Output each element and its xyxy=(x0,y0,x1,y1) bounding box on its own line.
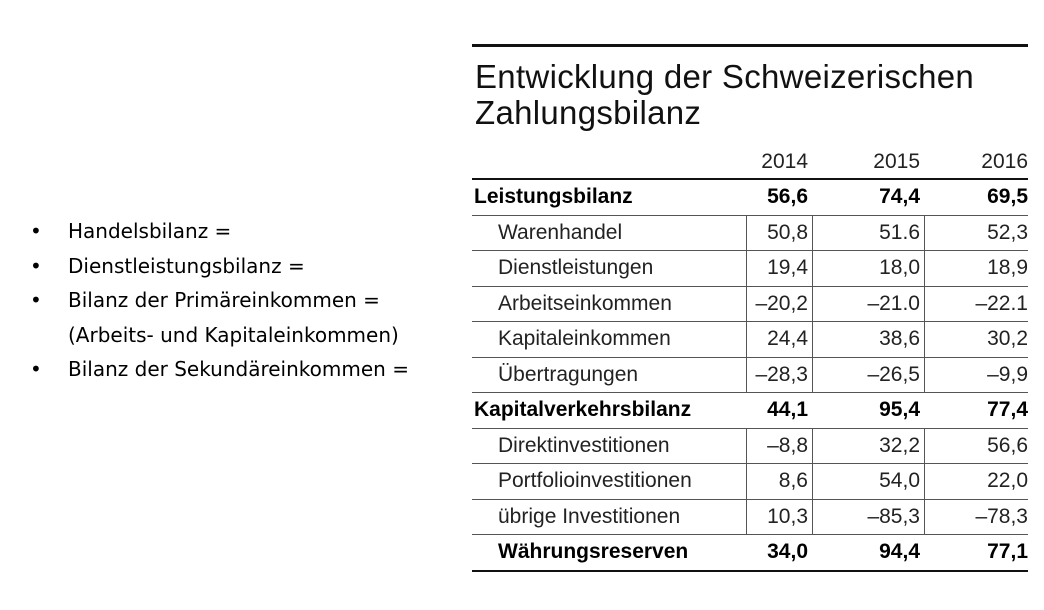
value-cell-2015: –85,3 xyxy=(812,499,924,534)
value-cell-2015: 94,4 xyxy=(879,540,920,564)
bullet-list: • Handelsbilanz = • Dienstleistungsbilanz =… xyxy=(30,214,460,387)
table-row: Arbeitseinkommen –20,2 –21.0 –22.1 xyxy=(472,285,1028,321)
table-row: Währungsreserven 34,0 94,4 77,1 xyxy=(472,534,1028,572)
table-row: Warenhandel 50,8 51.6 52,3 xyxy=(472,214,1028,250)
bullet-text: Bilanz der Primäreinkommen = xyxy=(68,288,380,312)
row-label: übrige Investitionen xyxy=(498,504,681,528)
value-cell-2014: 34,0 xyxy=(767,540,808,564)
row-label: Leistungsbilanz xyxy=(474,185,633,209)
year-header-2016: 2016 xyxy=(981,149,1028,173)
bullet-item: • Bilanz der Sekundäreinkommen = xyxy=(30,352,460,387)
table-title-line-1: Entwicklung der Schweizerischen xyxy=(475,58,975,95)
row-label: Übertragungen xyxy=(498,362,639,386)
table-row: Übertragungen –28,3 –26,5 –9,9 xyxy=(472,356,1028,392)
value-cell-2014: 8,6 xyxy=(746,464,812,499)
header-label-cell xyxy=(472,145,746,178)
table-row: Direktinvestitionen –8,8 32,2 56,6 xyxy=(472,427,1028,463)
value-cell-2016: 77,1 xyxy=(987,540,1028,564)
value-cell-2016: 77,4 xyxy=(987,398,1028,422)
bullet-dot-icon: • xyxy=(30,357,42,381)
value-cell-2014: 10,3 xyxy=(746,499,812,534)
value-cell-2016: 30,2 xyxy=(924,322,1028,357)
value-cell-2014: 44,1 xyxy=(767,398,808,422)
value-cell-2014: 19,4 xyxy=(746,251,812,286)
bullet-item: (Arbeits- und Kapitaleinkommen) xyxy=(30,318,460,353)
value-cell-2015: –21.0 xyxy=(812,286,924,321)
row-label: Dienstleistungen xyxy=(498,256,654,280)
balance-of-payments-table: Entwicklung der Schweizerischen Zahlungs… xyxy=(472,44,1028,572)
table-row: Portfolioinvestitionen 8,6 54,0 22,0 xyxy=(472,463,1028,499)
table-row: Kapitalverkehrsbilanz 44,1 95,4 77,4 xyxy=(472,392,1028,428)
value-cell-2016: –78,3 xyxy=(924,499,1028,534)
value-cell-2016: 56,6 xyxy=(924,428,1028,463)
value-cell-2015: –26,5 xyxy=(812,357,924,392)
bullet-dot-icon: • xyxy=(30,219,42,243)
value-cell-2015: 18,0 xyxy=(812,251,924,286)
year-header-2015: 2015 xyxy=(873,149,920,173)
value-cell-2014: –8,8 xyxy=(746,428,812,463)
table-row: Dienstleistungen 19,4 18,0 18,9 xyxy=(472,250,1028,286)
bullet-text: Dienstleistungsbilanz = xyxy=(68,253,305,278)
row-label: Direktinvestitionen xyxy=(498,433,670,457)
value-cell-2016: 22,0 xyxy=(924,464,1028,499)
row-label: Portfolioinvestitionen xyxy=(498,469,692,493)
value-cell-2014: –28,3 xyxy=(746,357,812,392)
value-cell-2015: 32,2 xyxy=(812,428,924,463)
table-row: Leistungsbilanz 56,6 74,4 69,5 xyxy=(472,180,1028,215)
value-cell-2016: 52,3 xyxy=(924,215,1028,250)
table-body: 2014 2015 2016 Leistungsbilanz 56,6 74,4 69… xyxy=(472,145,1028,572)
value-cell-2014: 56,6 xyxy=(767,185,808,209)
year-header-2014: 2014 xyxy=(761,149,808,173)
table-header-row: 2014 2015 2016 xyxy=(472,145,1028,180)
row-label: Kapitaleinkommen xyxy=(498,327,671,351)
bullet-item: • Handelsbilanz = xyxy=(30,214,460,249)
table-title: Entwicklung der Schweizerischen Zahlungs… xyxy=(475,59,1028,131)
row-label: Währungsreserven xyxy=(498,540,689,564)
value-cell-2016: –22.1 xyxy=(924,286,1028,321)
value-cell-2016: 18,9 xyxy=(924,251,1028,286)
value-cell-2015: 74,4 xyxy=(879,185,920,209)
table-row: Kapitaleinkommen 24,4 38,6 30,2 xyxy=(472,321,1028,357)
value-cell-2014: 24,4 xyxy=(746,322,812,357)
value-cell-2014: –20,2 xyxy=(746,286,812,321)
bullet-item: • Bilanz der Primäreinkommen = xyxy=(30,283,460,318)
row-label: Warenhandel xyxy=(498,220,623,244)
value-cell-2016: –9,9 xyxy=(924,357,1028,392)
bullet-text: Handelsbilanz = xyxy=(68,219,232,243)
row-label: Kapitalverkehrsbilanz xyxy=(474,398,692,422)
bullet-dot-icon: • xyxy=(30,253,42,278)
top-rule xyxy=(472,44,1028,47)
bullet-dot-icon: • xyxy=(30,288,42,312)
value-cell-2015: 95,4 xyxy=(879,398,920,422)
table-rows: Leistungsbilanz 56,6 74,4 69,5 Warenhandel 50… xyxy=(472,180,1028,572)
table-title-line-2: Zahlungsbilanz xyxy=(475,94,702,131)
value-cell-2014: 50,8 xyxy=(746,215,812,250)
value-cell-2015: 51.6 xyxy=(812,215,924,250)
value-cell-2015: 38,6 xyxy=(812,322,924,357)
bullet-text: (Arbeits- und Kapitaleinkommen) xyxy=(68,322,399,347)
value-cell-2015: 54,0 xyxy=(812,464,924,499)
table-row: übrige Investitionen 10,3 –85,3 –78,3 xyxy=(472,498,1028,534)
value-cell-2016: 69,5 xyxy=(987,185,1028,209)
bullet-text: Bilanz der Sekundäreinkommen = xyxy=(68,357,409,381)
bullet-item: • Dienstleistungsbilanz = xyxy=(30,249,460,284)
row-label: Arbeitseinkommen xyxy=(498,291,672,315)
